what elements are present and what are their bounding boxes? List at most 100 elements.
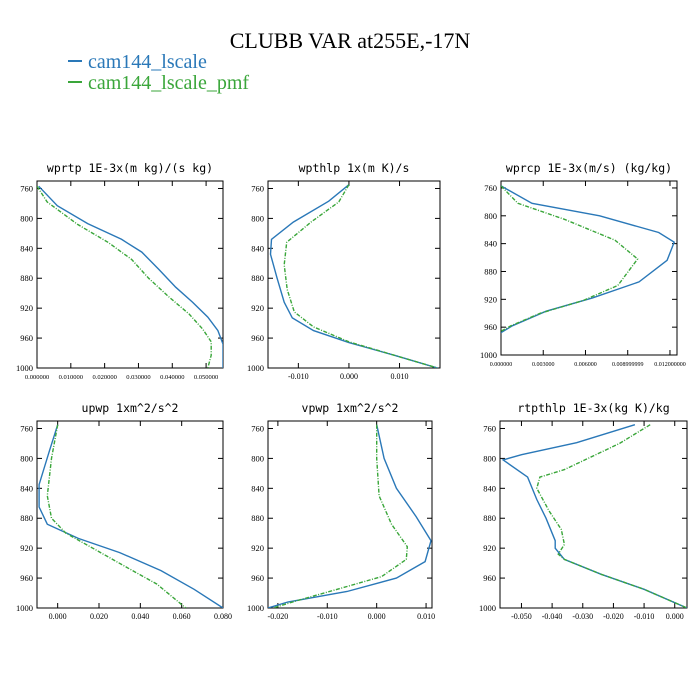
x-tick-label: 0.040000 xyxy=(160,374,184,381)
y-tick-label: 760 xyxy=(483,423,496,433)
x-tick-label: -0.020 xyxy=(603,612,624,621)
x-tick-label: 0.010000 xyxy=(59,374,83,381)
y-tick-label: 840 xyxy=(483,483,496,493)
y-tick-label: 1000 xyxy=(479,603,496,613)
y-tick-label: 1000 xyxy=(247,363,264,373)
plot-frame xyxy=(500,180,678,356)
plot-frame xyxy=(36,180,224,369)
y-tick-label: 800 xyxy=(484,211,497,221)
panel-5: vpwp 1xm^2/s^2 760 800 840 880 920 960 1000 -0.0… xyxy=(247,401,435,621)
y-tick-label: 920 xyxy=(251,543,264,553)
y-tick-label: 840 xyxy=(484,239,497,249)
panel-title: wpthlp 1x(m K)/s xyxy=(299,161,410,175)
y-tick-label: 960 xyxy=(20,573,33,583)
y-tick-label: 760 xyxy=(251,423,264,433)
y-tick-label: 760 xyxy=(20,423,33,433)
plot-frame xyxy=(267,180,441,369)
y-tick-label: 840 xyxy=(20,243,33,253)
x-tick-label: 0.000000 xyxy=(25,374,49,381)
y-tick-label: 840 xyxy=(20,483,33,493)
y-tick-label: 880 xyxy=(484,266,497,276)
series-line-lscale-pmf xyxy=(283,184,438,368)
y-tick-label: 800 xyxy=(20,453,33,463)
panel-3: wprcp 1E-3x(m/s) (kg/kg) 760 800 840 880 920 9… xyxy=(480,161,686,368)
x-tick-label: 0.000 xyxy=(49,612,67,621)
legend-entry-pmf: cam144_lscale_pmf xyxy=(68,72,249,95)
y-tick-label: 1000 xyxy=(16,363,33,373)
y-tick-label: 760 xyxy=(20,183,33,193)
x-tick-label: 0.000000 xyxy=(490,362,513,368)
y-tick-label: 920 xyxy=(483,543,496,553)
plot-frame xyxy=(499,420,688,609)
x-tick-label: 0.040 xyxy=(131,612,149,621)
x-tick-label: 0.012000000 xyxy=(654,362,686,368)
panel-4: upwp 1xm^2/s^2 760 800 840 880 920 960 1000 0.00… xyxy=(16,401,232,621)
y-tick-label: 760 xyxy=(484,183,497,193)
x-tick-label: -0.020 xyxy=(268,612,289,621)
panel-1: wprtp 1E-3x(m kg)/(s kg) 760 800 840 880 920 9… xyxy=(16,161,224,381)
series-line-lscale xyxy=(501,185,676,334)
plot-frame xyxy=(36,420,224,609)
x-tick-label: 0.050000 xyxy=(194,374,218,381)
y-tick-label: 880 xyxy=(20,273,33,283)
x-tick-label: -0.050 xyxy=(511,612,532,621)
y-tick-label: 800 xyxy=(483,453,496,463)
x-tick-label: 0.010 xyxy=(391,372,409,381)
y-tick-label: 1000 xyxy=(16,603,33,613)
panel-title: wprcp 1E-3x(m/s) (kg/kg) xyxy=(506,161,672,175)
x-tick-label: 0.008999999 xyxy=(612,362,644,368)
y-tick-label: 1000 xyxy=(247,603,264,613)
y-tick-label: 960 xyxy=(484,322,497,332)
y-tick-label: 880 xyxy=(483,513,496,523)
series-line-lscale-pmf xyxy=(272,424,409,608)
x-tick-label: -0.040 xyxy=(542,612,563,621)
series-line-lscale-pmf xyxy=(37,185,212,368)
x-tick-label: 0.000 xyxy=(368,612,386,621)
legend-swatch-pmf xyxy=(68,81,82,84)
y-tick-label: 920 xyxy=(20,303,33,313)
x-tick-label: -0.030 xyxy=(572,612,593,621)
series-line-lscale xyxy=(38,185,223,368)
y-tick-label: 960 xyxy=(251,333,264,343)
x-tick-label: -0.010 xyxy=(634,612,655,621)
legend-entry-lscale: cam144_lscale xyxy=(68,51,207,74)
y-tick-label: 1000 xyxy=(480,350,497,360)
series-line-lscale xyxy=(268,424,432,608)
y-tick-label: 960 xyxy=(251,573,264,583)
y-tick-label: 800 xyxy=(20,213,33,223)
y-tick-label: 880 xyxy=(251,513,264,523)
x-tick-label: -0.010 xyxy=(317,612,338,621)
y-tick-label: 840 xyxy=(251,243,264,253)
x-tick-label: 0.020 xyxy=(90,612,108,621)
x-tick-label: 0.000 xyxy=(340,372,358,381)
panel-title: upwp 1xm^2/s^2 xyxy=(82,401,179,415)
panel-title: vpwp 1xm^2/s^2 xyxy=(302,401,399,415)
y-tick-label: 960 xyxy=(20,333,33,343)
y-tick-label: 880 xyxy=(251,273,264,283)
x-tick-label: 0.003000 xyxy=(532,362,555,368)
figure-title: CLUBB VAR at255E,-17N xyxy=(229,28,471,53)
series-line-lscale xyxy=(38,424,223,608)
series-line-lscale xyxy=(501,424,687,608)
series-line-lscale-pmf xyxy=(501,185,639,332)
panel-title: rtpthlp 1E-3x(kg K)/kg xyxy=(517,401,669,415)
y-tick-label: 920 xyxy=(20,543,33,553)
x-tick-label: -0.010 xyxy=(288,372,309,381)
series-line-lscale-pmf xyxy=(46,424,187,608)
x-tick-label: 0.030000 xyxy=(126,374,150,381)
y-tick-label: 760 xyxy=(251,183,264,193)
y-tick-label: 920 xyxy=(484,294,497,304)
y-tick-label: 880 xyxy=(20,513,33,523)
x-tick-label: 0.006000 xyxy=(574,362,597,368)
y-tick-label: 800 xyxy=(251,213,264,223)
y-tick-label: 800 xyxy=(251,453,264,463)
panel-title: wprtp 1E-3x(m kg)/(s kg) xyxy=(47,161,213,175)
series-line-lscale xyxy=(269,184,438,368)
y-tick-label: 920 xyxy=(251,303,264,313)
panel-2: wpthlp 1x(m K)/s 760 800 840 880 920 960 1000 -0… xyxy=(247,161,441,381)
x-tick-label: 0.000 xyxy=(666,612,684,621)
y-tick-label: 840 xyxy=(251,483,264,493)
legend-label-lscale: cam144_lscale xyxy=(88,51,207,73)
y-tick-label: 960 xyxy=(483,573,496,583)
